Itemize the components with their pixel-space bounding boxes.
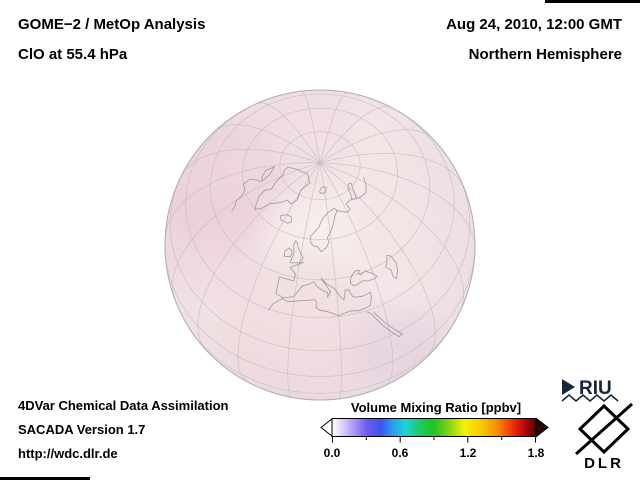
overflow-arrow: [536, 418, 549, 438]
version-label: SACADA Version 1.7: [18, 422, 146, 437]
tick-label-3: 1.8: [527, 446, 545, 460]
dlr-logo-text: DLR: [584, 455, 624, 470]
species-level-label: ClO at 55.4 hPa: [18, 46, 128, 63]
colorbar-ticks: [332, 436, 536, 443]
wdc-url: http://wdc.dlr.de: [18, 446, 118, 461]
globe-disc: [165, 90, 475, 400]
dlr-emblem-icon: [575, 402, 633, 456]
underflow-arrow: [320, 418, 333, 438]
dlr-logo: DLR: [575, 402, 633, 470]
colorbar-scale: [320, 418, 549, 443]
tick-label-1: 0.6: [391, 446, 409, 460]
graticule-grid: [165, 90, 475, 400]
globe-outline: [164, 89, 476, 401]
hemisphere-label: Northern Hemisphere: [468, 46, 622, 63]
riu-triangle-icon: [562, 379, 575, 395]
coastlines-layer: [231, 166, 403, 337]
colorbar-gradient-bar: [331, 418, 537, 437]
header-right: Aug 24, 2010, 12:00 GMT Northern Hemisph…: [446, 10, 622, 70]
colorbar: Volume Mixing Ratio [ppbv] 0.0 0.6 1.2 1…: [320, 400, 552, 460]
footer-info: 4DVar Chemical Data Assimilation SACADA …: [18, 394, 229, 466]
tick-label-0: 0.0: [323, 446, 341, 460]
bottom-border-strip: [0, 477, 90, 480]
riu-zigzag-icon: [561, 393, 619, 403]
datetime-label: Aug 24, 2010, 12:00 GMT: [446, 16, 622, 33]
riu-logo-text: RIU: [579, 378, 612, 399]
header-left: GOME−2 / MetOp Analysis ClO at 55.4 hPa: [18, 10, 205, 70]
assimilation-label: 4DVar Chemical Data Assimilation: [18, 398, 229, 413]
top-border-strip: [545, 0, 640, 3]
colorbar-tick-labels: 0.0 0.6 1.2 1.8: [320, 446, 552, 460]
colorbar-title: Volume Mixing Ratio [ppbv]: [350, 400, 522, 415]
analysis-title: GOME−2 / MetOp Analysis: [18, 16, 206, 33]
riu-logo: RIU: [561, 378, 619, 403]
data-shading-layer: [165, 90, 475, 400]
tick-label-2: 1.2: [459, 446, 477, 460]
